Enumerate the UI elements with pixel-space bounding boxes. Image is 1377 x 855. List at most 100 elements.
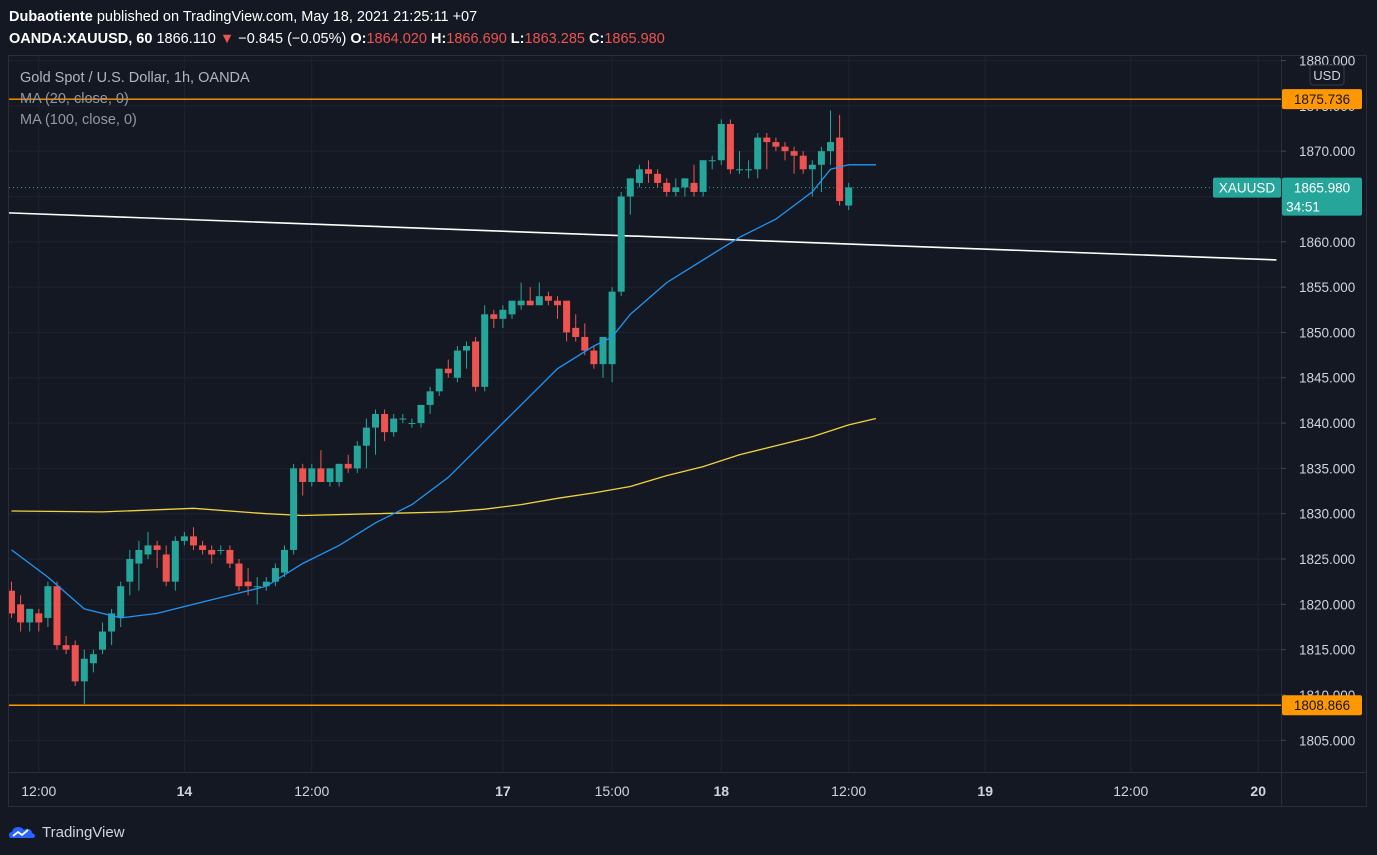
candle <box>180 531 188 546</box>
price-labels: 1875.736 1808.866 XAUUSD 1865.980 34:51 <box>1213 89 1362 716</box>
price-tick-label: 1830.000 <box>1299 507 1355 522</box>
candle-body <box>281 549 288 573</box>
candle-body <box>763 137 771 143</box>
author-name[interactable]: Dubaotiente <box>9 9 93 25</box>
legend-ma20[interactable]: MA (20, close, 0) <box>20 91 129 107</box>
time-tick-label: 18 <box>714 783 730 799</box>
last-price: 1866.110 <box>156 31 216 47</box>
candle-body <box>262 581 270 587</box>
candle <box>645 160 652 183</box>
candle <box>335 463 343 487</box>
candle <box>80 649 88 705</box>
last-price-tag <box>1282 177 1362 216</box>
ma20-line <box>11 164 876 619</box>
candle <box>535 282 543 306</box>
candle-body <box>353 445 361 469</box>
candle <box>635 164 643 188</box>
time-tick-label: 12:00 <box>831 783 866 799</box>
candle <box>745 160 753 179</box>
candle-body <box>745 169 753 171</box>
candle-body <box>199 545 207 550</box>
candle <box>699 160 707 197</box>
resistance-price-label: 1875.736 <box>1294 92 1350 107</box>
candle-body <box>244 581 252 587</box>
candle-body <box>472 341 480 387</box>
candle <box>490 309 498 328</box>
candle <box>308 463 316 487</box>
candle-body <box>62 645 70 650</box>
time-tick-label: 15:00 <box>595 783 630 799</box>
symbol-tag <box>1213 177 1281 198</box>
candle <box>663 178 671 197</box>
price-tick-label: 1855.000 <box>1299 280 1355 295</box>
candle <box>736 151 743 174</box>
currency-label: USD <box>1313 68 1340 83</box>
chart-frame[interactable]: 1805.0001810.0001815.0001820.0001825.000… <box>6 54 1367 807</box>
candle-body <box>208 549 216 555</box>
time-tick-label: 12:00 <box>1113 783 1148 799</box>
candle-body <box>89 654 97 664</box>
candle <box>8 581 15 618</box>
tradingview-logo-icon[interactable] <box>8 823 36 841</box>
candle-body <box>699 160 707 192</box>
time-tick-label: 14 <box>177 783 193 799</box>
candle <box>817 146 825 192</box>
candle <box>135 540 143 591</box>
candle <box>108 608 116 646</box>
footer-brand[interactable]: TradingView <box>42 823 125 841</box>
price-tick-label: 1835.000 <box>1299 461 1355 476</box>
currency-badge[interactable]: USD <box>1309 64 1345 86</box>
candle-body <box>581 336 589 351</box>
candle <box>499 305 507 328</box>
candle-body <box>399 418 407 420</box>
candle-body <box>299 468 307 482</box>
candle-body <box>117 586 125 618</box>
time-scale[interactable]: 12:00 14 12:00 17 15:00 18 12:00 19 12:00 20 <box>21 783 1266 799</box>
horizontal-lines[interactable] <box>9 98 1281 706</box>
candle <box>599 336 607 378</box>
legend-ma100[interactable]: MA (100, close, 0) <box>20 112 137 128</box>
open-value: 1864.020 <box>366 31 427 47</box>
publish-info: Dubaotiente published on TradingView.com… <box>9 6 665 28</box>
trendline-segment[interactable] <box>6 211 1277 261</box>
candle <box>35 608 43 632</box>
candles <box>8 110 853 705</box>
price-tick-label: 1860.000 <box>1299 235 1355 250</box>
candle <box>99 622 106 655</box>
candle-body <box>308 468 316 482</box>
candle <box>590 346 598 369</box>
candle <box>381 409 389 442</box>
candle <box>53 581 61 650</box>
candle-body <box>235 563 243 587</box>
candle <box>26 608 34 632</box>
candle <box>799 151 807 174</box>
candle-body <box>499 309 507 319</box>
close-label: C: <box>589 31 605 47</box>
candle-body <box>690 182 698 192</box>
candle <box>754 133 762 179</box>
candle-body <box>71 645 79 682</box>
candle-body <box>53 586 61 646</box>
candle-body <box>435 368 443 392</box>
candle-body <box>781 146 789 152</box>
candle-body <box>845 187 853 206</box>
candle <box>89 649 97 673</box>
candle <box>281 545 288 578</box>
price-chart[interactable]: 1805.0001810.0001815.0001820.0001825.000… <box>6 54 1366 806</box>
candle <box>544 291 552 306</box>
candle <box>654 169 662 188</box>
candle <box>362 418 370 469</box>
candle-body <box>444 368 452 374</box>
candle <box>717 119 725 165</box>
candle-body <box>463 346 470 351</box>
candle-body <box>526 300 534 306</box>
grid <box>9 56 1281 772</box>
candle-body <box>481 314 489 387</box>
trendline[interactable] <box>6 211 1277 261</box>
candle <box>344 454 352 473</box>
published-text: published on TradingView.com, May 18, 20… <box>96 9 478 25</box>
time-tick-label: 20 <box>1250 783 1266 799</box>
candle-body <box>344 463 352 469</box>
price-scale[interactable]: 1805.0001810.0001815.0001820.0001825.000… <box>1281 54 1355 748</box>
candle-body <box>708 160 716 162</box>
